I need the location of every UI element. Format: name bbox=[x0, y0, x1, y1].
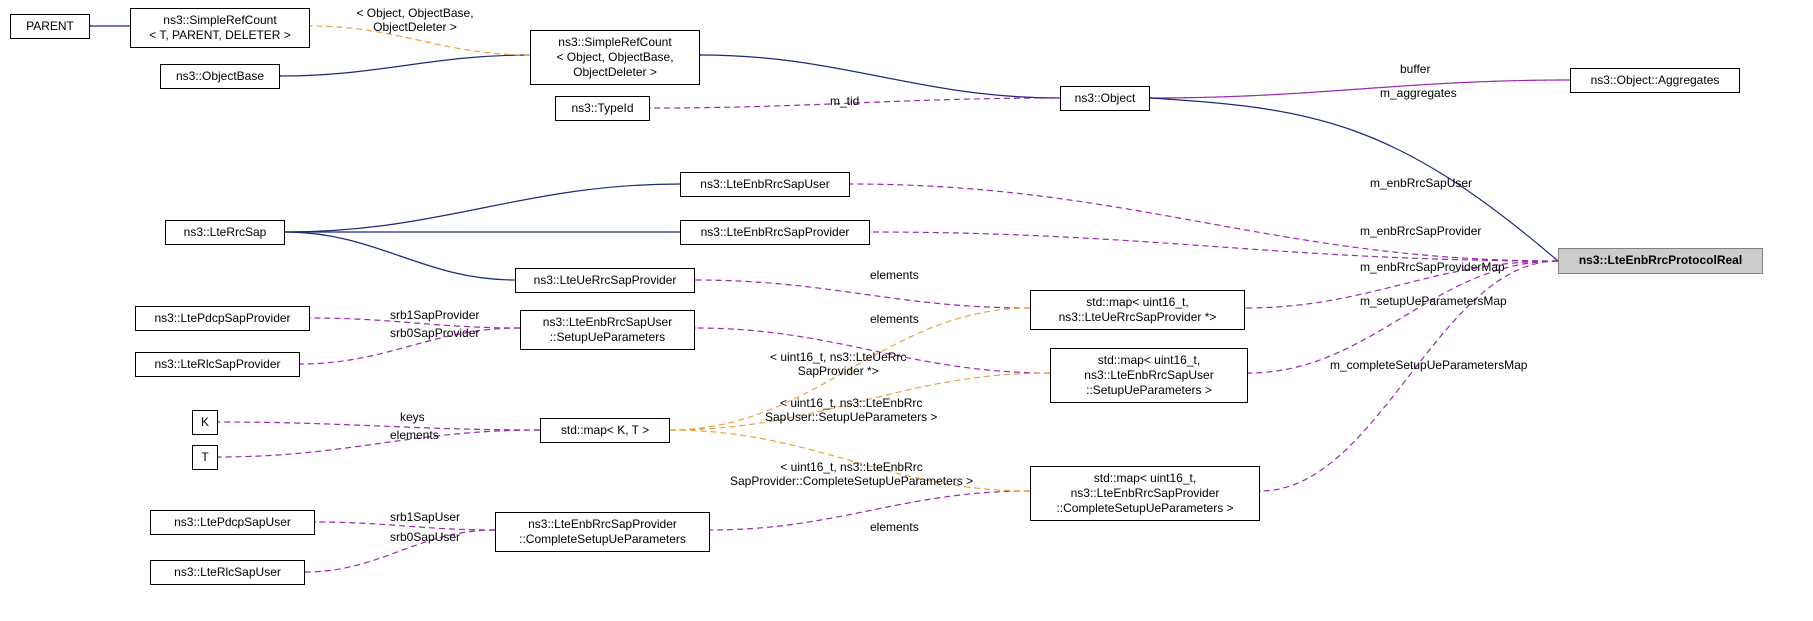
edge-simplerefObj-objectbase bbox=[280, 55, 530, 76]
diagram-canvas: PARENT ns3::SimpleRefCount < T, PARENT, D… bbox=[0, 0, 1813, 621]
node-rlcSapUser[interactable]: ns3::LteRlcSapUser bbox=[150, 560, 305, 585]
edge-enbrrcsapuser-lterrcsap bbox=[285, 184, 680, 232]
edge-label-l_tpl2: < uint16_t, ns3::LteEnbRrc SapUser::Setu… bbox=[765, 396, 937, 425]
edge-aggregates-object bbox=[1150, 80, 1570, 98]
edge-protoreal-enbrrcsapprov bbox=[870, 232, 1558, 261]
edge-label-l_srb0P: srb0SapProvider bbox=[390, 326, 479, 340]
node-typeid[interactable]: ns3::TypeId bbox=[555, 96, 650, 121]
node-mapUintUeProv[interactable]: std::map< uint16_t, ns3::LteUeRrcSapProv… bbox=[1030, 290, 1245, 330]
edge-protoreal-mapUintSetup bbox=[1248, 261, 1558, 373]
edge-label-l_buffer: buffer bbox=[1400, 62, 1430, 76]
edge-object-aggregates bbox=[1150, 80, 1570, 98]
edge-label-l_setupMap: m_setupUeParametersMap bbox=[1360, 294, 1507, 308]
edge-mapUintComplete-completeSetup bbox=[710, 491, 1030, 530]
edge-completeSetup-rlcSapUser bbox=[305, 530, 495, 572]
edge-mapUintUeProv-mapKT bbox=[670, 308, 1030, 430]
edge-protoreal-mapUintComplete bbox=[1260, 261, 1558, 491]
node-mapUintComplete[interactable]: std::map< uint16_t, ns3::LteEnbRrcSapPro… bbox=[1030, 466, 1260, 521]
edge-simplerefObj-simplerefTPD bbox=[310, 26, 530, 55]
edge-label-l_elements3: elements bbox=[870, 312, 919, 326]
node-object[interactable]: ns3::Object bbox=[1060, 86, 1150, 111]
node-aggregates[interactable]: ns3::Object::Aggregates bbox=[1570, 68, 1740, 93]
node-simplerefObj[interactable]: ns3::SimpleRefCount < Object, ObjectBase… bbox=[530, 30, 700, 85]
edge-label-l_magg: m_aggregates bbox=[1380, 86, 1457, 100]
node-K[interactable]: K bbox=[192, 410, 218, 435]
edge-label-l_elements1: elements bbox=[390, 428, 439, 442]
edge-setupUeParams-pdcpSapProv bbox=[310, 318, 520, 328]
node-ueRrcSapProv[interactable]: ns3::LteUeRrcSapProvider bbox=[515, 268, 695, 293]
edge-label-l_compMap: m_completeSetupUeParametersMap bbox=[1330, 358, 1527, 372]
edge-mapUintSetup-mapKT bbox=[670, 373, 1050, 430]
edge-label-l_tpl1: < uint16_t, ns3::LteUeRrc SapProvider *> bbox=[770, 350, 906, 379]
node-setupUeParams[interactable]: ns3::LteEnbRrcSapUser ::SetupUeParameter… bbox=[520, 310, 695, 350]
node-mapUintSetup[interactable]: std::map< uint16_t, ns3::LteEnbRrcSapUse… bbox=[1050, 348, 1248, 403]
edge-object-typeid bbox=[650, 98, 1060, 108]
node-parent[interactable]: PARENT bbox=[10, 14, 90, 39]
edge-label-l_enbProv: m_enbRrcSapProvider bbox=[1360, 224, 1481, 238]
edge-label-l_srb0U: srb0SapUser bbox=[390, 530, 460, 544]
edge-label-l_keys: keys bbox=[400, 410, 425, 424]
edge-label-l_enbUser: m_enbRrcSapUser bbox=[1370, 176, 1472, 190]
edge-mapUintComplete-mapKT bbox=[670, 430, 1030, 491]
edge-ueRrcSapProv-lterrcsap bbox=[285, 232, 515, 280]
edge-protoreal-object bbox=[1150, 98, 1558, 261]
node-objectbase[interactable]: ns3::ObjectBase bbox=[160, 64, 280, 89]
edge-object-simplerefObj bbox=[700, 55, 1060, 98]
node-pdcpSapUser[interactable]: ns3::LtePdcpSapUser bbox=[150, 510, 315, 535]
edge-mapUintUeProv-ueRrcSapProv bbox=[695, 280, 1030, 308]
edge-protoreal-mapUintUeProv bbox=[1245, 261, 1558, 308]
edge-label-l_srb1U: srb1SapUser bbox=[390, 510, 460, 524]
edge-label-l_elements2: elements bbox=[870, 268, 919, 282]
edge-setupUeParams-rlcSapProv bbox=[300, 328, 520, 364]
edge-completeSetup-pdcpSapUser bbox=[315, 522, 495, 530]
edge-mapKT-K bbox=[218, 422, 540, 430]
node-rlcSapProv[interactable]: ns3::LteRlcSapProvider bbox=[135, 352, 300, 377]
node-pdcpSapProv[interactable]: ns3::LtePdcpSapProvider bbox=[135, 306, 310, 331]
node-T[interactable]: T bbox=[192, 445, 218, 470]
node-lterrcsap[interactable]: ns3::LteRrcSap bbox=[165, 220, 285, 245]
edge-mapUintSetup-setupUeParams bbox=[695, 328, 1050, 373]
edge-protoreal-enbrrcsapuser bbox=[850, 184, 1558, 261]
edge-label-l_enbProvMap: m_enbRrcSapProviderMap bbox=[1360, 260, 1505, 274]
edge-label-l_srb1P: srb1SapProvider bbox=[390, 308, 479, 322]
node-mapKT[interactable]: std::map< K, T > bbox=[540, 418, 670, 443]
template-label-tplObjLabel: < Object, ObjectBase, ObjectDeleter > bbox=[335, 6, 495, 35]
edge-label-l_tpl3: < uint16_t, ns3::LteEnbRrc SapProvider::… bbox=[730, 460, 973, 489]
node-protoreal[interactable]: ns3::LteEnbRrcProtocolReal bbox=[1558, 248, 1763, 274]
node-enbrrcsapuser[interactable]: ns3::LteEnbRrcSapUser bbox=[680, 172, 850, 197]
node-completeSetup[interactable]: ns3::LteEnbRrcSapProvider ::CompleteSetu… bbox=[495, 512, 710, 552]
edge-label-l_elements4: elements bbox=[870, 520, 919, 534]
edge-label-l_mtid: m_tid bbox=[830, 94, 859, 108]
node-simplerefTPD[interactable]: ns3::SimpleRefCount < T, PARENT, DELETER… bbox=[130, 8, 310, 48]
edge-mapKT-T bbox=[218, 430, 540, 457]
node-enbrrcsapprov[interactable]: ns3::LteEnbRrcSapProvider bbox=[680, 220, 870, 245]
